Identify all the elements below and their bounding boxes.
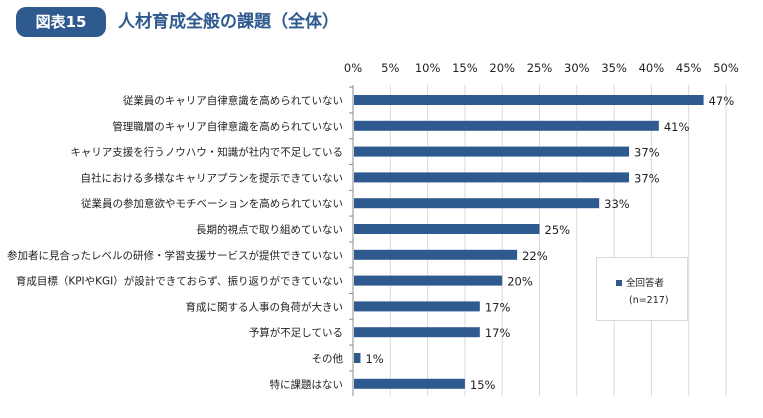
x-tick-label: 30% <box>564 61 590 75</box>
legend: 全回答者 (n=217) <box>596 257 688 321</box>
bar <box>354 327 480 338</box>
data-label: 37% <box>634 146 660 160</box>
bar <box>354 353 361 363</box>
figure-number-badge: 図表15 <box>16 7 106 37</box>
bar <box>354 120 659 131</box>
bar <box>354 95 704 105</box>
category-label: 従業員の参加意欲やモチベーションを高められていない <box>81 197 343 210</box>
category-label: その他 <box>312 352 344 365</box>
x-axis-ticks: 0% 5% 10% 15% 20% 25% 30% 35% 40% 45% 50% <box>344 61 739 75</box>
category-label: 育成目標（KPIやKGI）が設計できておらず、振り返りができていない <box>16 275 343 288</box>
category-label: 育成に関する人事の負荷が大きい <box>186 300 344 313</box>
legend-series-name: 全回答者 <box>626 278 665 289</box>
data-label: 37% <box>634 171 660 185</box>
bar <box>354 275 503 286</box>
bar <box>354 146 630 157</box>
bar <box>354 301 480 312</box>
x-tick-label: 45% <box>676 61 702 75</box>
data-label: 17% <box>485 326 511 340</box>
data-label: 47% <box>709 94 735 108</box>
x-tick-label: 35% <box>601 61 627 75</box>
x-tick-label: 5% <box>381 61 399 75</box>
bar <box>354 378 465 389</box>
data-label: 33% <box>604 197 630 211</box>
data-label: 15% <box>470 378 496 392</box>
x-tick-label: 50% <box>713 61 739 75</box>
category-label: 長期的視点で取り組めていない <box>196 223 343 236</box>
bar <box>354 224 540 234</box>
category-labels: 従業員のキャリア自律意識を高められていない管理職層のキャリア自律意識を高められて… <box>7 94 343 391</box>
category-label: 従業員のキャリア自律意識を高められていない <box>123 94 343 107</box>
data-label: 17% <box>485 300 511 314</box>
category-label: 管理職層のキャリア自律意識を高められていない <box>112 120 343 133</box>
x-tick-label: 40% <box>639 61 665 75</box>
bar <box>354 249 518 260</box>
data-label: 1% <box>365 352 383 366</box>
bar <box>354 198 600 209</box>
data-labels: 47% 41% 37% 37% 33% 25% 22% 20% 17% 17% 1% 15% <box>365 94 734 392</box>
x-tick-label: 20% <box>489 61 515 75</box>
x-tick-label: 25% <box>527 61 553 75</box>
bars <box>354 95 704 389</box>
legend-swatch <box>616 280 622 286</box>
data-label: 20% <box>507 275 533 289</box>
chart-title: 人材育成全般の課題（全体） <box>118 12 339 32</box>
x-tick-label: 0% <box>344 61 362 75</box>
data-label: 25% <box>545 223 571 237</box>
gridlines <box>349 85 727 396</box>
category-label: 自社における多様なキャリアプランを提示できていない <box>81 171 344 184</box>
x-tick-label: 15% <box>452 61 478 75</box>
data-label: 22% <box>522 249 548 263</box>
category-label: 予算が不足している <box>249 326 343 339</box>
legend-sample-size: (n=217) <box>629 295 669 306</box>
x-tick-label: 10% <box>415 61 441 75</box>
bar <box>354 172 630 183</box>
data-label: 41% <box>664 120 690 134</box>
category-label: 特に課題はない <box>270 378 344 391</box>
category-label: 参加者に見合ったレベルの研修・学習支援サービスが提供できていない <box>7 249 343 262</box>
category-label: キャリア支援を行うノウハウ・知識が社内で不足している <box>70 146 343 159</box>
